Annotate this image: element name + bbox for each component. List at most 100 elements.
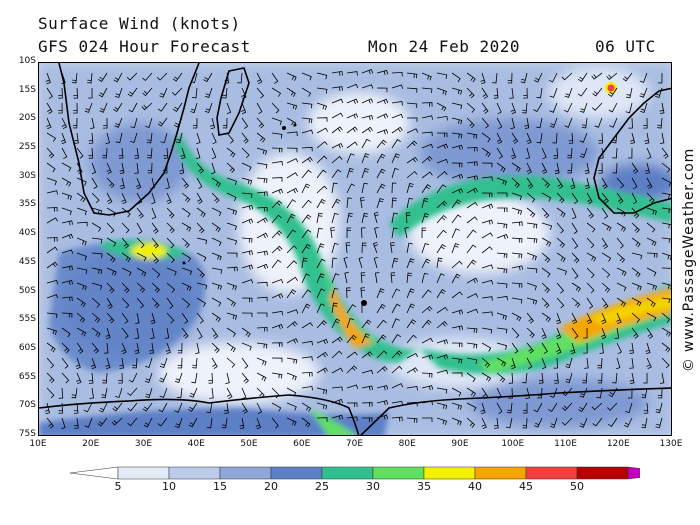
wind-barb (598, 132, 604, 144)
wind-barb (226, 327, 236, 338)
wind-barb (286, 131, 298, 137)
wind-barb (592, 417, 603, 427)
wind-barb (526, 192, 536, 203)
wind-barb (256, 87, 265, 99)
wind-barb (436, 87, 447, 96)
wind-barb (466, 229, 477, 239)
wind-barb (301, 243, 311, 254)
wind-barb (599, 147, 604, 159)
crozet-islands (182, 261, 186, 265)
wind-barb (536, 117, 543, 129)
wind-barb (46, 190, 58, 195)
wind-barb (376, 350, 388, 359)
wind-barb (406, 182, 414, 194)
wind-barb (61, 327, 71, 338)
wind-barb (271, 72, 279, 84)
wind-barb (119, 177, 125, 190)
wind-barb (526, 342, 534, 354)
wind-barb (121, 237, 130, 249)
wind-barb (646, 267, 657, 277)
wind-barb (46, 132, 57, 142)
wind-barb (451, 372, 463, 377)
wind-barb (646, 297, 656, 308)
wind-barb (421, 143, 434, 149)
wind-barb (316, 141, 328, 149)
wind-barb (376, 183, 386, 194)
wind-barb (91, 252, 103, 258)
credit-text: © www.PassageWeather.com (681, 147, 697, 373)
wind-barb (361, 319, 372, 329)
wind-barb (286, 72, 297, 81)
wind-barb (561, 72, 573, 81)
wind-barb (301, 303, 311, 314)
wind-barb (481, 192, 493, 198)
colorbar-segment (474, 466, 527, 480)
wind-barb (286, 276, 298, 284)
wind-barb (239, 417, 245, 429)
wind-barb (481, 417, 487, 430)
wind-barb (556, 237, 566, 248)
wind-barb (481, 147, 491, 158)
lon-label: 10E (29, 439, 47, 449)
wind-barb (87, 72, 93, 84)
wind-barb (119, 162, 125, 174)
wind-barb (511, 252, 523, 259)
wind-barb (451, 199, 462, 209)
wind-barb (601, 222, 612, 232)
wind-barb (159, 87, 168, 98)
wind-barb (316, 102, 328, 111)
wind-barb (511, 342, 519, 354)
wind-barb (406, 117, 418, 122)
wind-barb (256, 147, 268, 155)
wind-barb (256, 117, 265, 129)
wind-barb (466, 387, 476, 398)
lon-label: 70E (345, 439, 364, 449)
wind-map[interactable] (38, 62, 672, 436)
wind-barb (91, 267, 103, 275)
wind-barb (421, 155, 433, 164)
wind-barb (209, 117, 216, 130)
wind-barb (466, 132, 478, 139)
wind-barb (579, 387, 588, 398)
wind-barb (584, 177, 590, 189)
wind-barb (421, 184, 432, 194)
lon-label: 80E (398, 439, 416, 449)
wind-barb (466, 175, 479, 181)
wind-barb (106, 282, 115, 294)
wind-barb (145, 357, 153, 369)
wind-barb (436, 402, 448, 410)
wind-barb (646, 207, 658, 216)
wind-barb (616, 177, 625, 189)
wind-barb (61, 279, 74, 286)
wind-barb (556, 342, 562, 355)
wind-barb (601, 267, 611, 278)
wind-barb (406, 197, 414, 209)
wind-barb (226, 357, 236, 368)
wind-barb (526, 222, 538, 229)
wind-barb (60, 132, 67, 145)
wind-barb (466, 102, 476, 113)
wind-barb (115, 132, 123, 144)
wind-barb (496, 327, 508, 334)
wind-barb (61, 342, 70, 354)
wind-barb (657, 387, 663, 399)
wind-barb (406, 272, 413, 284)
wind-barb (361, 126, 373, 134)
wind-barb (204, 87, 213, 99)
wind-barb (404, 226, 409, 239)
wind-barb (361, 302, 366, 314)
wind-barb (421, 385, 434, 391)
wind-barb (128, 372, 138, 383)
wind-barb (577, 72, 588, 82)
wind-barb (151, 282, 160, 293)
wind-barb (451, 387, 462, 397)
wind-barb (406, 334, 417, 344)
wind-barb (406, 319, 417, 329)
wind-barb (541, 297, 550, 309)
wind-barb (451, 132, 463, 139)
wind-barb (631, 237, 641, 248)
wind-barb (121, 282, 130, 294)
colorbar-segment (168, 466, 221, 480)
wind-barb (616, 342, 622, 355)
wind-barb (391, 71, 403, 77)
